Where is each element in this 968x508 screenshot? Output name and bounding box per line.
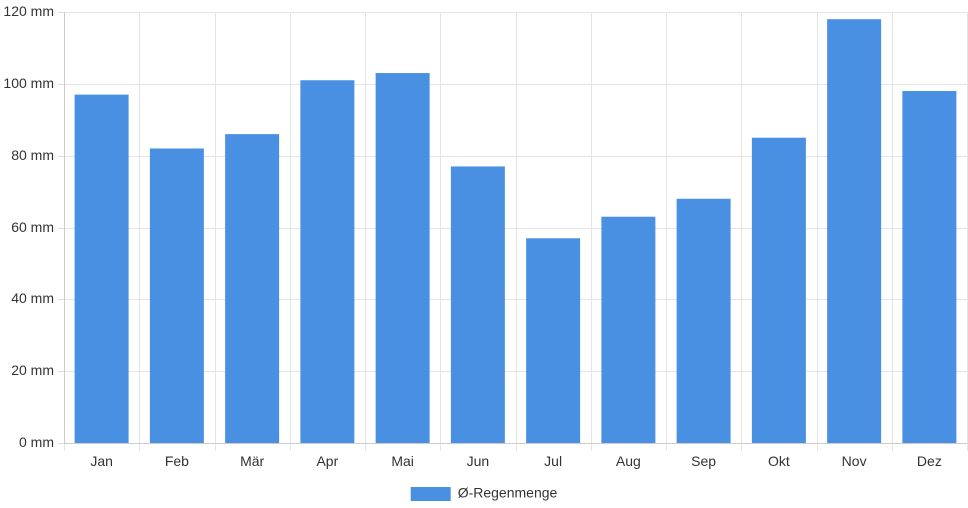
x-tick-label: Dez [917,453,942,469]
bar-jun[interactable] [450,166,505,444]
bar-mär[interactable] [225,134,280,443]
bar-sep[interactable] [676,198,731,443]
bar-jan[interactable] [74,94,129,443]
y-tick-label: 20 mm [11,362,54,378]
axes [58,12,967,444]
y-tick-label: 60 mm [11,219,54,235]
y-tick-label: 120 mm [3,3,54,19]
y-tick-label: 100 mm [3,75,54,91]
grid-lines [64,12,968,451]
x-tick-label: Aug [616,453,641,469]
y-tick-label: 40 mm [11,290,54,306]
bar-apr[interactable] [300,80,355,443]
bar-aug[interactable] [601,216,656,443]
legend-label: Ø-Regenmenge [458,485,558,501]
x-tick-label: Sep [691,453,716,469]
legend-swatch[interactable] [410,487,451,501]
x-tick-label: Okt [768,453,790,469]
bar-okt[interactable] [751,137,806,444]
x-tick-label: Mai [391,453,414,469]
x-tick-label: Jun [467,453,490,469]
bar-dez[interactable] [902,91,957,444]
x-tick-label: Mär [240,453,264,469]
bar-feb[interactable] [149,148,204,443]
bar-nov[interactable] [827,19,882,444]
x-axis-tick-labels: Jan Feb Mär Apr Mai Jun Jul Aug Sep Okt Nov Dez [90,453,941,469]
x-tick-label: Apr [316,453,338,469]
y-tick-label: 80 mm [11,147,54,163]
bar-jul[interactable] [526,238,581,443]
bars [74,19,957,444]
y-axis-tick-labels: 0 mm 20 mm 40 mm 60 mm 80 mm 100 mm 120 mm [3,3,54,450]
y-tick-label: 0 mm [19,434,54,450]
x-tick-label: Jul [544,453,562,469]
legend[interactable]: Ø-Regenmenge [410,485,558,501]
x-tick-label: Feb [165,453,189,469]
x-tick-label: Nov [842,453,867,469]
x-tick-label: Jan [90,453,113,469]
bar-mai[interactable] [375,73,430,443]
